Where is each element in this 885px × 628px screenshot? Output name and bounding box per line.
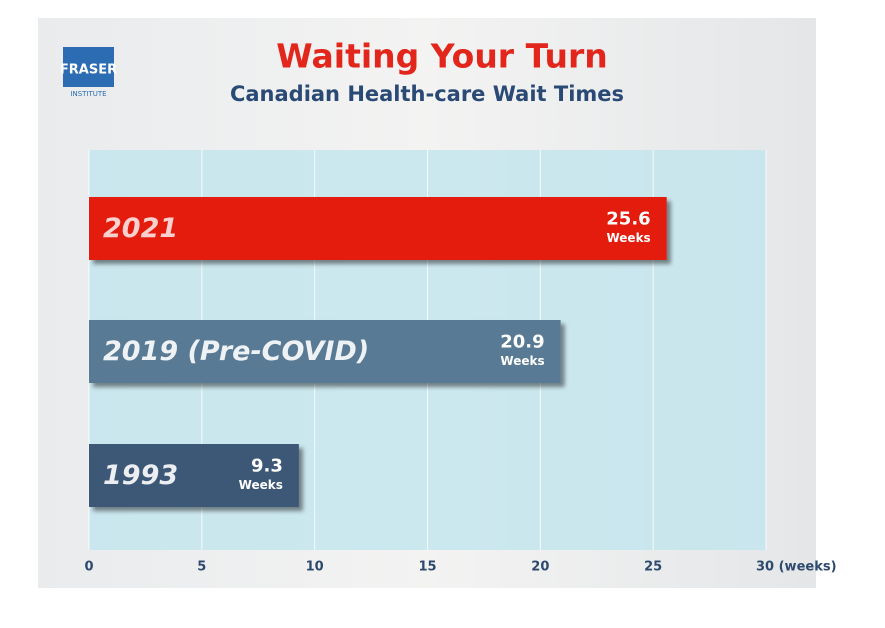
value-unit: Weeks: [500, 354, 544, 368]
category-label: 2019 (Pre-COVID): [103, 336, 369, 367]
chart-subtitle: Canadian Health-care Wait Times: [230, 82, 624, 106]
bar: [89, 444, 299, 507]
value-unit: Weeks: [606, 231, 650, 245]
value-label: 25.6: [606, 209, 650, 230]
bar: [89, 320, 561, 383]
x-tick-label: 30 (weeks): [756, 560, 837, 575]
x-tick-label: 25: [644, 560, 662, 575]
x-tick-label: 15: [418, 560, 436, 575]
x-tick-label: 20: [531, 560, 549, 575]
value-unit: Weeks: [239, 478, 283, 492]
value-label: 9.3: [251, 456, 283, 477]
bar: [89, 197, 667, 260]
category-label: 1993: [103, 460, 178, 491]
category-label: 2021: [103, 213, 178, 244]
x-tick-label: 5: [197, 560, 206, 575]
x-tick-label: 0: [84, 560, 93, 575]
logo-subtitle: INSTITUTE: [70, 90, 106, 98]
value-label: 20.9: [500, 332, 544, 353]
chart-title: Waiting Your Turn: [276, 37, 607, 76]
x-tick-label: 10: [306, 560, 324, 575]
logo-box: [63, 47, 114, 87]
logo-name: FRASER: [60, 63, 117, 78]
